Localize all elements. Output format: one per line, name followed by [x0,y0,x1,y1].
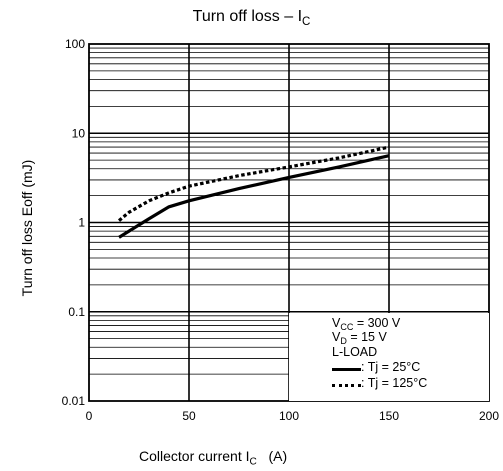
y-tick-label: 10 [72,126,86,140]
legend-entry-25c: : Tj = 25°C [361,360,421,374]
chart-title: Turn off loss – IC [192,8,311,29]
y-tick-label: 1 [78,216,85,230]
legend-condition-load: L-LOAD [332,345,378,359]
x-tick-label: 200 [479,409,499,423]
x-tick-label: 0 [86,409,93,423]
legend-condition-vd: VD = 15 V [332,330,387,347]
x-axis-label: Collector current IC (A) [139,448,288,468]
legend-sample-solid [332,368,361,371]
y-tick-label: 100 [65,37,85,51]
legend: VCC = 300 V VD = 15 V L-LOAD : Tj = 25°C… [289,313,489,401]
x-tick-label: 100 [279,409,299,423]
legend-condition-vcc: VCC = 300 V [332,316,401,333]
x-tick-label: 150 [379,409,399,423]
series-line-tj-125c [117,145,390,222]
x-tick-label: 50 [182,409,196,423]
series-line-tj-25c [118,154,390,239]
legend-sample-dotted [332,384,361,387]
y-tick-label: 0.01 [62,394,86,408]
plot-frame [88,43,490,402]
y-tick-label: 0.1 [68,305,85,319]
legend-entry-125c: : Tj = 125°C [361,376,428,390]
